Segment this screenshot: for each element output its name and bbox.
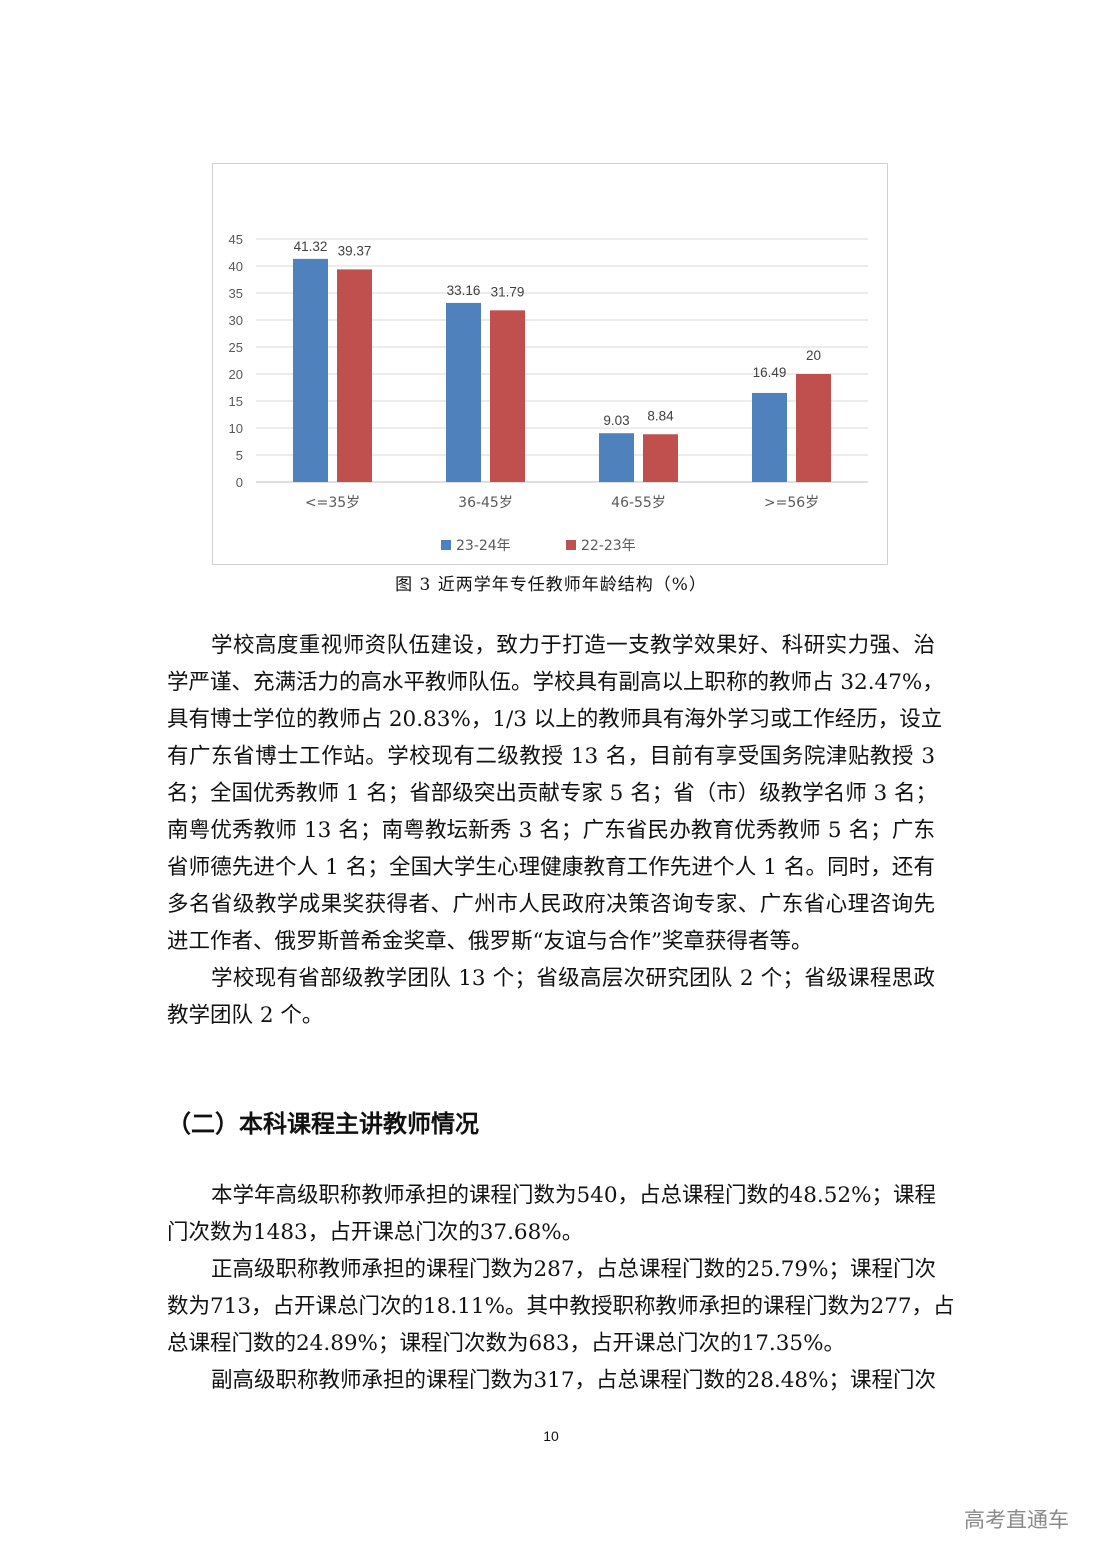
text-line: 学校高度重视师资队伍建设，致力于打造一支教学效果好、科研实力强、治: [211, 633, 935, 658]
chart-figure: 0 5 10 15 20 25 30 35 40 45 41.32 39.37 <=35岁 33.16 31…: [212, 163, 888, 565]
x-tick-label: 46-55岁: [611, 495, 666, 511]
x-tick-label: 36-45岁: [458, 495, 513, 511]
text-line: 省师德先进个人 1 名；全国大学生心理健康教育工作先进个人 1 名。同时，还有: [167, 855, 935, 880]
figure-caption: 图 3 近两学年专任教师年龄结构（%）: [395, 575, 707, 595]
paragraph: 学校现有省部级教学团队 13 个；省级高层次研究团队 2 个；省级课程思政教学团…: [167, 960, 935, 1034]
text-line: 进工作者、俄罗斯普希金奖章、俄罗斯“友谊与合作”奖章获得者等。: [167, 929, 813, 954]
text-line: 总课程门数的24.89%；课程门次数为683，占开课总门次的17.35%。: [167, 1331, 845, 1356]
bar-series1: [599, 433, 634, 482]
legend-swatch: [441, 540, 451, 550]
text-line: 本学年高级职称教师承担的课程门数为540，占总课程门数的48.52%；课程: [211, 1183, 937, 1208]
y-tick-label: 35: [229, 286, 243, 301]
y-tick-label: 30: [229, 313, 243, 328]
x-tick-label: >=56岁: [764, 495, 819, 511]
data-label: 31.79: [491, 284, 525, 299]
section-heading: （二）本科课程主讲教师情况: [167, 1110, 479, 1138]
text-line: 多名省级教学成果奖获得者、广州市人民政府决策咨询专家、广东省心理咨询先: [167, 892, 935, 917]
y-tick-label: 15: [229, 394, 243, 409]
y-tick-label: 25: [229, 340, 243, 355]
data-label: 20: [806, 348, 821, 363]
paragraph: 正高级职称教师承担的课程门数为287，占总课程门数的25.79%；课程门次数为7…: [167, 1251, 955, 1362]
bar-series2: [490, 310, 525, 482]
bar-chart: 0 5 10 15 20 25 30 35 40 45 41.32 39.37 <=35岁 33.16 31…: [229, 232, 868, 554]
bar-series2: [337, 269, 372, 482]
x-tick-label: <=35岁: [305, 495, 360, 511]
legend-swatch: [566, 540, 576, 550]
bar-series1: [293, 258, 328, 482]
paragraph: 学校高度重视师资队伍建设，致力于打造一支教学效果好、科研实力强、治学严谨、充满活…: [167, 627, 944, 960]
y-tick-label: 5: [236, 448, 243, 463]
paragraph: 本学年高级职称教师承担的课程门数为540，占总课程门数的48.52%；课程门次数…: [167, 1177, 937, 1251]
y-tick-label: 20: [229, 367, 243, 382]
legend-label: 22-23年: [581, 538, 636, 554]
bar-series2: [643, 434, 678, 482]
text-line: 名；全国优秀教师 1 名；省部级突出贡献专家 5 名；省（市）级教学名师 3 名…: [167, 781, 938, 806]
y-tick-label: 40: [229, 259, 243, 274]
bar-series1: [752, 392, 787, 482]
legend-label: 23-24年: [456, 538, 511, 554]
data-label: 39.37: [338, 243, 372, 258]
data-label: 16.49: [753, 365, 787, 380]
bar-series2: [796, 374, 831, 482]
paragraph: 副高级职称教师承担的课程门数为317，占总课程门数的28.48%；课程门次: [167, 1362, 937, 1399]
text-line: 门次数为1483，占开课总门次的37.68%。: [167, 1220, 584, 1245]
y-tick-label: 0: [236, 475, 243, 490]
data-label: 9.03: [603, 413, 629, 428]
y-tick-label: 10: [229, 421, 243, 436]
text-line: 学校现有省部级教学团队 13 个；省级高层次研究团队 2 个；省级课程思政: [211, 966, 935, 991]
text-line: 具有博士学位的教师占 20.83%，1/3 以上的教师具有海外学习或工作经历，设…: [167, 707, 943, 732]
text-line: 正高级职称教师承担的课程门数为287，占总课程门数的25.79%；课程门次: [211, 1257, 937, 1282]
data-label: 8.84: [647, 408, 674, 423]
text-line: 有广东省博士工作站。学校现有二级教授 13 名，目前有享受国务院津贴教授 3: [167, 744, 935, 769]
text-line: 副高级职称教师承担的课程门数为317，占总课程门数的28.48%；课程门次: [211, 1368, 937, 1393]
page-number: 10: [543, 1428, 559, 1444]
text-line: 教学团队 2 个。: [167, 1003, 324, 1028]
data-label: 33.16: [447, 283, 481, 298]
text-line: 南粤优秀教师 13 名；南粤教坛新秀 3 名；广东省民办教育优秀教师 5 名；广…: [167, 818, 935, 843]
y-tick-label: 45: [229, 232, 243, 247]
watermark: 高考直通车: [964, 1508, 1069, 1532]
text-line: 数为713，占开课总门次的18.11%。其中教授职称教师承担的课程门数为277，…: [167, 1294, 955, 1319]
text-line: 学严谨、充满活力的高水平教师队伍。学校具有副高以上职称的教师占 32.47%，: [167, 670, 944, 695]
data-label: 41.32: [294, 239, 328, 254]
bar-series1: [446, 302, 481, 482]
